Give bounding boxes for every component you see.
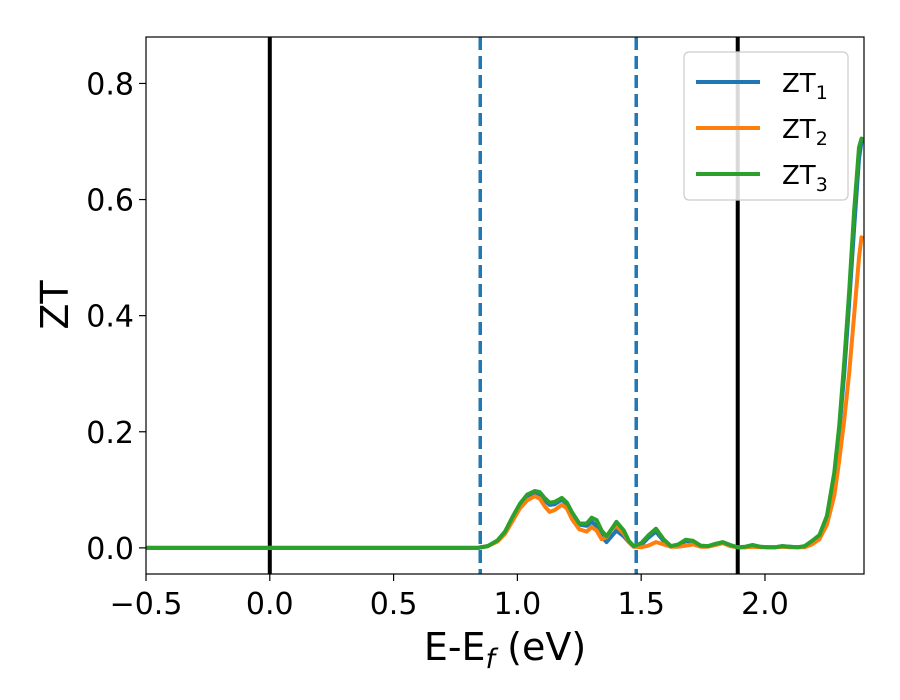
y-tick-label: 0.6 (86, 184, 134, 219)
x-tick-label: 0.5 (370, 587, 418, 622)
legend-box (683, 51, 849, 201)
legend-label-2: ZT2 (782, 115, 828, 150)
x-tick-label: 1.5 (617, 587, 665, 622)
y-axis: 0.0 0.2 0.4 0.6 0.8 (86, 67, 146, 567)
x-tick-label: 2.0 (741, 587, 789, 622)
x-tick-label: −0.5 (110, 587, 183, 622)
x-axis-label: E-Ef (eV) (424, 625, 586, 675)
y-tick-label: 0.8 (86, 67, 134, 102)
legend-label-3: ZT3 (782, 161, 828, 196)
y-tick-label: 0.4 (86, 300, 134, 335)
y-tick-label: 0.2 (86, 416, 134, 451)
legend-label-1: ZT1 (782, 69, 828, 104)
series-line-3 (146, 136, 864, 550)
x-axis: −0.5 0.0 0.5 1.0 1.5 2.0 (110, 574, 789, 622)
x-tick-label: 0.0 (246, 587, 294, 622)
legend: ZT1 ZT2 ZT3 (683, 51, 849, 201)
plot-frame (145, 36, 865, 575)
y-axis-label: ZT (33, 280, 77, 330)
y-tick-label: 0.0 (86, 532, 134, 567)
series-layer (146, 136, 864, 550)
x-tick-label: 1.0 (494, 587, 542, 622)
